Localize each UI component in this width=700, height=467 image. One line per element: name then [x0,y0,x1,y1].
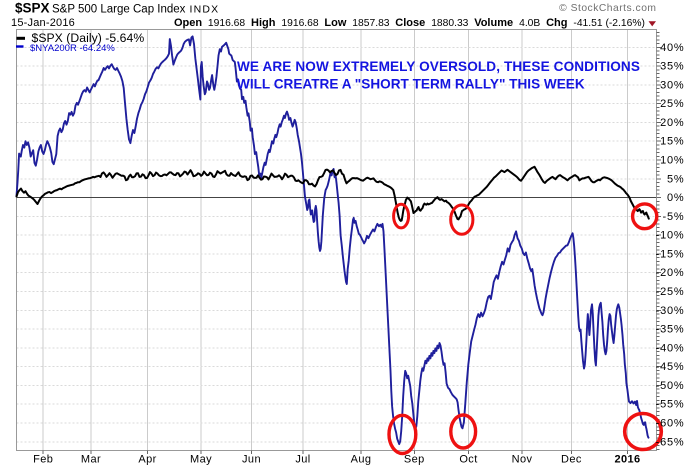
svg-text:Nov: Nov [512,454,533,466]
svg-text:-20%: -20% [656,267,685,279]
svg-text:4.0B: 4.0B [519,18,540,29]
svg-text:$SPX: $SPX [15,1,50,16]
svg-text:30%: 30% [660,79,684,91]
svg-text:$NYA200R -64.24%: $NYA200R -64.24% [30,43,115,54]
svg-text:Apr: Apr [138,454,156,466]
svg-text:5%: 5% [667,173,685,185]
svg-text:WE ARE NOW EXTREMELY OVERSOLD,: WE ARE NOW EXTREMELY OVERSOLD, THESE CON… [237,59,640,74]
svg-text:Sep: Sep [404,454,425,466]
svg-text:-41.51 (-2.16%): -41.51 (-2.16%) [573,18,645,29]
svg-text:$SPX (Daily) -5.64%: $SPX (Daily) -5.64% [32,31,145,45]
svg-text:Open: Open [174,17,202,29]
svg-text:15-Jan-2016: 15-Jan-2016 [11,17,75,29]
svg-text:© StockCharts.com: © StockCharts.com [559,3,656,14]
svg-text:Jun: Jun [242,454,261,466]
svg-text:10%: 10% [660,155,684,167]
svg-text:Feb: Feb [33,454,53,466]
svg-text:25%: 25% [660,98,684,110]
svg-text:40%: 40% [660,42,684,54]
svg-text:20%: 20% [660,117,684,129]
svg-text:Mar: Mar [81,454,101,466]
svg-text:Close: Close [395,17,425,29]
svg-text:High: High [251,17,276,29]
svg-text:35%: 35% [660,61,684,73]
svg-text:-40%: -40% [656,342,685,354]
svg-text:15%: 15% [660,136,684,148]
svg-text:1916.68: 1916.68 [208,18,245,29]
svg-text:-15%: -15% [656,249,685,261]
svg-text:-55%: -55% [656,399,685,411]
svg-text:-10%: -10% [656,230,685,242]
svg-text:-25%: -25% [656,286,685,298]
svg-text:INDX: INDX [190,4,220,16]
svg-text:Aug: Aug [351,454,372,466]
svg-text:Dec: Dec [561,454,582,466]
svg-text:S&P 500 Large Cap Index: S&P 500 Large Cap Index [52,4,186,16]
svg-text:-30%: -30% [656,305,685,317]
svg-text:1857.83: 1857.83 [352,18,389,29]
svg-text:-65%: -65% [656,436,685,448]
svg-text:1916.68: 1916.68 [281,18,318,29]
svg-text:WILL CREATRE A "SHORT TERM RAL: WILL CREATRE A "SHORT TERM RALLY" THIS W… [237,77,585,92]
svg-text:May: May [190,454,212,466]
svg-text:-5%: -5% [663,211,685,223]
svg-text:1880.33: 1880.33 [431,18,468,29]
svg-text:Chg: Chg [546,17,567,29]
svg-text:0%: 0% [667,192,685,204]
svg-text:2016: 2016 [614,454,640,466]
svg-text:-35%: -35% [656,324,685,336]
svg-text:Oct: Oct [459,454,477,466]
svg-text:Jul: Jul [295,454,310,466]
svg-text:Volume: Volume [474,17,513,29]
svg-text:-60%: -60% [656,418,685,430]
svg-text:-50%: -50% [656,380,685,392]
svg-text:-45%: -45% [656,361,685,373]
svg-text:Low: Low [324,17,346,29]
